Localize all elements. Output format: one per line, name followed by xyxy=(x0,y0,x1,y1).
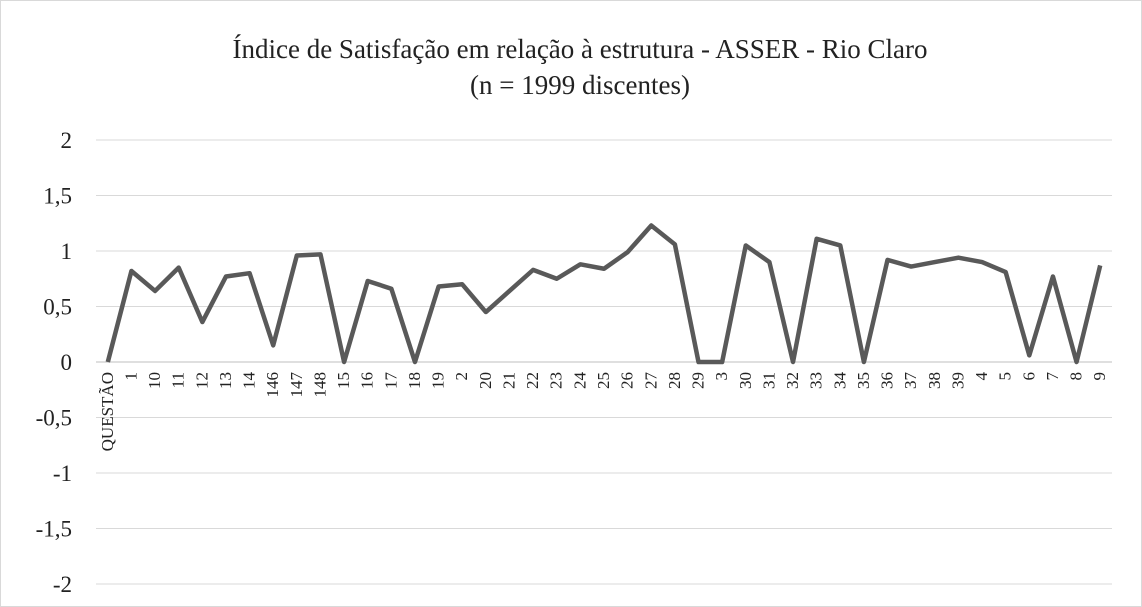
x-tick-label: 35 xyxy=(854,372,873,389)
x-tick-label: 5 xyxy=(996,372,1015,381)
x-tick-label: 25 xyxy=(594,372,613,389)
x-tick-label: 9 xyxy=(1090,372,1109,381)
x-tick-label: 21 xyxy=(499,372,518,389)
x-tick-label: 146 xyxy=(263,372,282,398)
x-tick-label: 27 xyxy=(641,372,660,390)
x-tick-label: 20 xyxy=(476,372,495,389)
y-tick-label: -1,5 xyxy=(36,517,72,542)
y-tick-label: 0 xyxy=(61,350,73,375)
x-tick-label: 18 xyxy=(405,372,424,389)
y-tick-label: -2 xyxy=(53,572,72,597)
x-tick-label: 24 xyxy=(570,372,589,390)
y-tick-label: 2 xyxy=(61,128,73,153)
x-tick-label: 28 xyxy=(665,372,684,389)
x-tick-label: 32 xyxy=(783,372,802,389)
x-tick-label: 2 xyxy=(452,372,471,381)
y-tick-label: -1 xyxy=(53,461,72,486)
x-tick-label: 31 xyxy=(759,372,778,389)
x-tick-label: 13 xyxy=(216,372,235,389)
x-tick-label: 8 xyxy=(1067,372,1086,381)
y-tick-label: 1,5 xyxy=(43,184,72,209)
y-tick-label: 1 xyxy=(61,239,73,264)
x-tick-label: 6 xyxy=(1019,372,1038,381)
x-tick-label: 10 xyxy=(145,372,164,389)
x-tick-label: 12 xyxy=(192,372,211,389)
x-tick-label: 38 xyxy=(925,372,944,389)
x-tick-label: 4 xyxy=(972,372,991,381)
x-tick-label: 39 xyxy=(948,372,967,389)
y-tick-label: 0,5 xyxy=(43,295,72,320)
x-tick-label: 30 xyxy=(736,372,755,389)
x-tick-label: 11 xyxy=(169,372,188,388)
x-tick-label: 147 xyxy=(287,372,306,398)
y-tick-label: -0,5 xyxy=(36,406,72,431)
x-tick-label: 23 xyxy=(547,372,566,389)
chart-title: Índice de Satisfação em relação à estrut… xyxy=(232,34,927,64)
x-tick-label: QUESTÃO xyxy=(98,372,117,451)
x-tick-label: 1 xyxy=(121,372,140,381)
x-tick-label: 22 xyxy=(523,372,542,389)
x-tick-label: 16 xyxy=(358,372,377,389)
x-tick-label: 33 xyxy=(807,372,826,389)
x-tick-label: 7 xyxy=(1043,372,1062,381)
x-tick-label: 37 xyxy=(901,372,920,390)
x-tick-label: 3 xyxy=(712,372,731,381)
x-tick-label: 17 xyxy=(381,372,400,390)
x-tick-label: 34 xyxy=(830,372,849,390)
x-tick-label: 26 xyxy=(618,372,637,389)
x-tick-label: 14 xyxy=(240,372,259,390)
line-series xyxy=(105,223,1103,365)
x-tick-label: 15 xyxy=(334,372,353,389)
x-tick-label: 29 xyxy=(689,372,708,389)
chart-subtitle: (n = 1999 discentes) xyxy=(470,70,690,100)
x-tick-label: 36 xyxy=(878,372,897,389)
x-tick-label: 19 xyxy=(429,372,448,389)
x-tick-label: 148 xyxy=(310,372,329,398)
